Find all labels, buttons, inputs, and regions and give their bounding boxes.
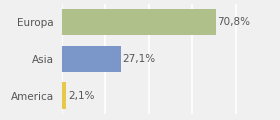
Text: 27,1%: 27,1% xyxy=(122,54,155,64)
Text: 2,1%: 2,1% xyxy=(68,91,94,101)
Bar xyxy=(62,82,66,109)
Bar xyxy=(62,45,120,72)
Bar xyxy=(62,9,216,35)
Text: 70,8%: 70,8% xyxy=(217,17,250,27)
